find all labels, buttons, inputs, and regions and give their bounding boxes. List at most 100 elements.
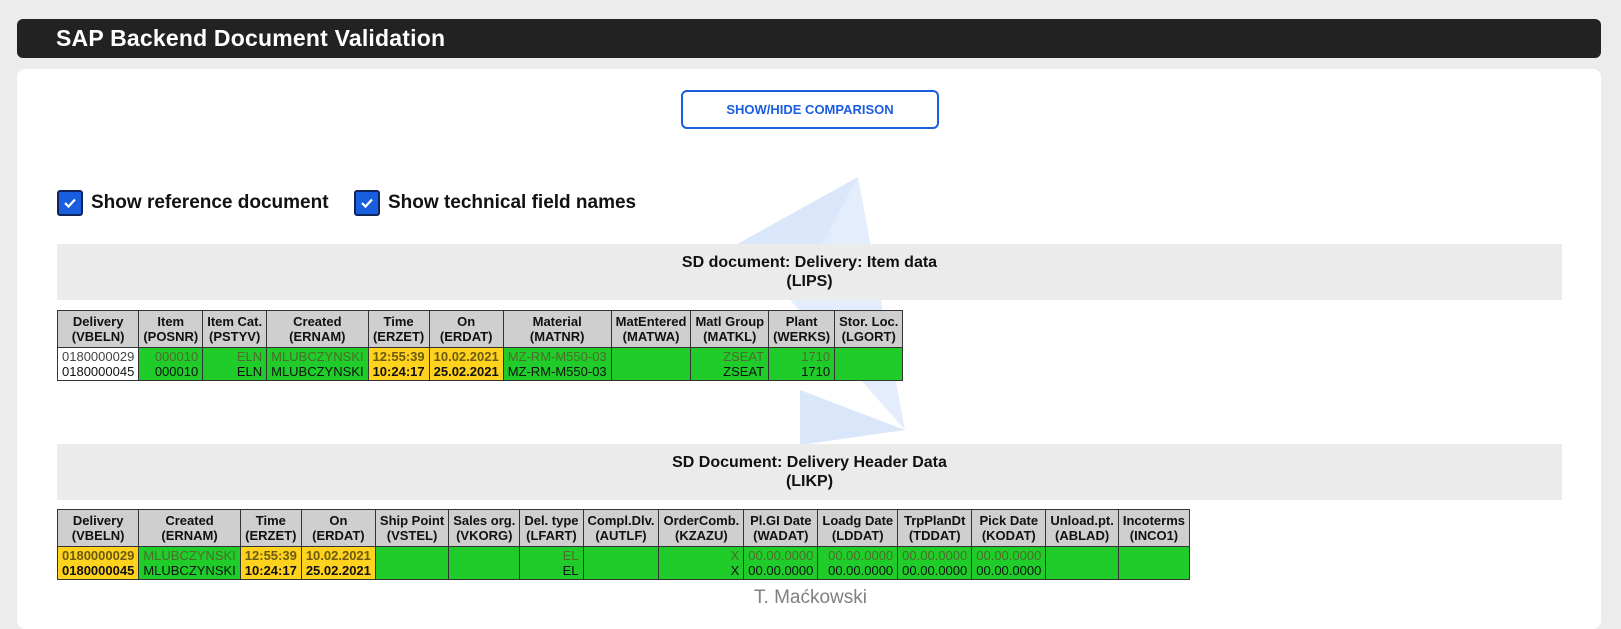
reference-value	[453, 548, 515, 563]
current-value: EL	[562, 563, 579, 578]
current-value	[588, 563, 655, 578]
current-value: 00.00.0000	[976, 563, 1042, 578]
current-value: MLUBCZYNSKI	[143, 563, 236, 578]
current-value	[616, 364, 687, 379]
table-cell	[834, 347, 904, 381]
column-header: OrderComb. (KZAZU)	[658, 509, 745, 547]
table-cell	[582, 546, 660, 580]
table-cell: 0180000029 0180000045	[56, 347, 140, 381]
current-value: MZ-RM-M550-03	[507, 364, 607, 379]
column-label: Loadg Date	[822, 513, 894, 528]
current-value	[453, 563, 515, 578]
column-header: Time (ERZET)	[239, 509, 302, 547]
column-label: Matl Group	[695, 314, 765, 329]
column-technical-name: (WADAT)	[753, 528, 809, 543]
show-reference-label: Show reference document	[91, 192, 329, 213]
table-cell: 10.02.2021 25.02.2021	[428, 347, 504, 381]
table-cell: MLUBCZYNSKI MLUBCZYNSKI	[266, 347, 369, 381]
likp-section-header: SD Document: Delivery Header Data (LIKP)	[57, 444, 1562, 500]
column-label: OrderComb.	[663, 513, 740, 528]
author-footer: T. Maćkowski	[754, 587, 867, 608]
reference-value: 00.00.0000	[748, 548, 814, 563]
table-row: 0180000029 0180000045 000010 000010 ELN ELN ML…	[56, 347, 904, 381]
likp-header-table: Delivery (VBELN) Created (ERNAM) Time (ERZET)…	[56, 509, 1191, 580]
table-cell: 10.02.2021 25.02.2021	[300, 546, 376, 580]
likp-section-title: SD Document: Delivery Header Data	[672, 454, 947, 471]
column-technical-name: (MATWA)	[622, 329, 680, 344]
app-title: SAP Backend Document Validation	[56, 25, 446, 51]
column-label: Item	[157, 314, 185, 329]
reference-value: 10.02.2021	[433, 349, 499, 364]
column-technical-name: (VBELN)	[71, 528, 125, 543]
likp-section-subtitle: (LIKP)	[785, 473, 834, 490]
show-technical-label: Show technical field names	[388, 192, 637, 213]
column-label: Pl.GI Date	[750, 513, 812, 528]
current-value	[839, 364, 898, 379]
column-label: Delivery	[72, 513, 124, 528]
column-technical-name: (ERDAT)	[439, 329, 493, 344]
column-header: Created (ERNAM)	[266, 310, 369, 348]
table-row: 0180000029 0180000045 MLUBCZYNSKI MLUBCZYNS…	[56, 546, 1191, 580]
current-value	[1050, 563, 1114, 578]
current-value	[1123, 563, 1185, 578]
reference-value	[839, 349, 898, 364]
column-header: Compl.Dlv. (AUTLF)	[582, 509, 660, 547]
column-technical-name: (TDDAT)	[908, 528, 961, 543]
column-label: TrpPlanDt	[904, 513, 966, 528]
column-label: Sales org.	[453, 513, 516, 528]
column-technical-name: (KZAZU)	[675, 528, 728, 543]
current-value: 10:24:17	[244, 563, 297, 578]
column-header: Item Cat. (PSTYV)	[202, 310, 268, 348]
column-label: Pick Date	[979, 513, 1039, 528]
column-technical-name: (MATNR)	[529, 329, 585, 344]
column-label: Compl.Dlv.	[587, 513, 655, 528]
current-value: 000010	[154, 364, 199, 379]
column-header: On (ERDAT)	[300, 509, 376, 547]
column-label: Time	[255, 513, 286, 528]
reference-value: 000010	[154, 349, 199, 364]
current-value: 00.00.0000	[828, 563, 894, 578]
show-technical-option[interactable]: Show technical field names	[354, 190, 636, 216]
column-label: Del. type	[524, 513, 579, 528]
table-cell: 00.00.0000 00.00.0000	[817, 546, 899, 580]
column-technical-name: (PSTYV)	[209, 329, 261, 344]
lips-section-header: SD document: Delivery: Item data (LIPS)	[57, 244, 1562, 300]
reference-value	[380, 548, 444, 563]
show-technical-checkbox[interactable]	[354, 190, 380, 216]
current-value: MLUBCZYNSKI	[271, 364, 364, 379]
column-technical-name: (ERDAT)	[312, 528, 365, 543]
column-technical-name: (VBELN)	[71, 329, 125, 344]
checkmark-icon	[361, 198, 373, 209]
reference-value: MZ-RM-M550-03	[507, 349, 607, 364]
column-header: Time (ERZET)	[367, 310, 430, 348]
reference-value: 0180000029	[62, 548, 135, 563]
table-cell: 00.00.0000 00.00.0000	[743, 546, 819, 580]
app-header: SAP Backend Document Validation	[17, 19, 1601, 58]
column-label: Stor. Loc.	[839, 314, 899, 329]
table-cell	[374, 546, 450, 580]
column-technical-name: (ABLAD)	[1055, 528, 1110, 543]
table-cell	[448, 546, 521, 580]
column-technical-name: (MATKL)	[703, 329, 757, 344]
table-cell: MLUBCZYNSKI MLUBCZYNSKI	[138, 546, 241, 580]
show-reference-checkbox[interactable]	[57, 190, 83, 216]
reference-value: 10.02.2021	[305, 548, 371, 563]
column-label: Plant	[785, 314, 818, 329]
table-header-row: Delivery (VBELN) Item (POSNR) Item Cat. (PSTY…	[56, 310, 904, 348]
column-technical-name: (VSTEL)	[386, 528, 438, 543]
column-label: Material	[532, 314, 582, 329]
show-reference-option[interactable]: Show reference document	[57, 190, 329, 216]
table-cell: 1710 1710	[768, 347, 836, 381]
reference-value: ELN	[236, 349, 263, 364]
current-value: 0180000045	[62, 563, 135, 578]
column-label: Unload.pt.	[1050, 513, 1114, 528]
show-hide-comparison-button[interactable]: SHOW/HIDE COMPARISON	[681, 90, 939, 129]
column-technical-name: (LGORT)	[841, 329, 896, 344]
column-header: Sales org. (VKORG)	[448, 509, 521, 547]
table-cell: 0180000029 0180000045	[56, 546, 140, 580]
table-cell	[610, 347, 692, 381]
current-value: ZSEAT	[723, 364, 765, 379]
column-header: Created (ERNAM)	[138, 509, 241, 547]
column-technical-name: (ERZET)	[372, 329, 425, 344]
column-technical-name: (LDDAT)	[831, 528, 884, 543]
